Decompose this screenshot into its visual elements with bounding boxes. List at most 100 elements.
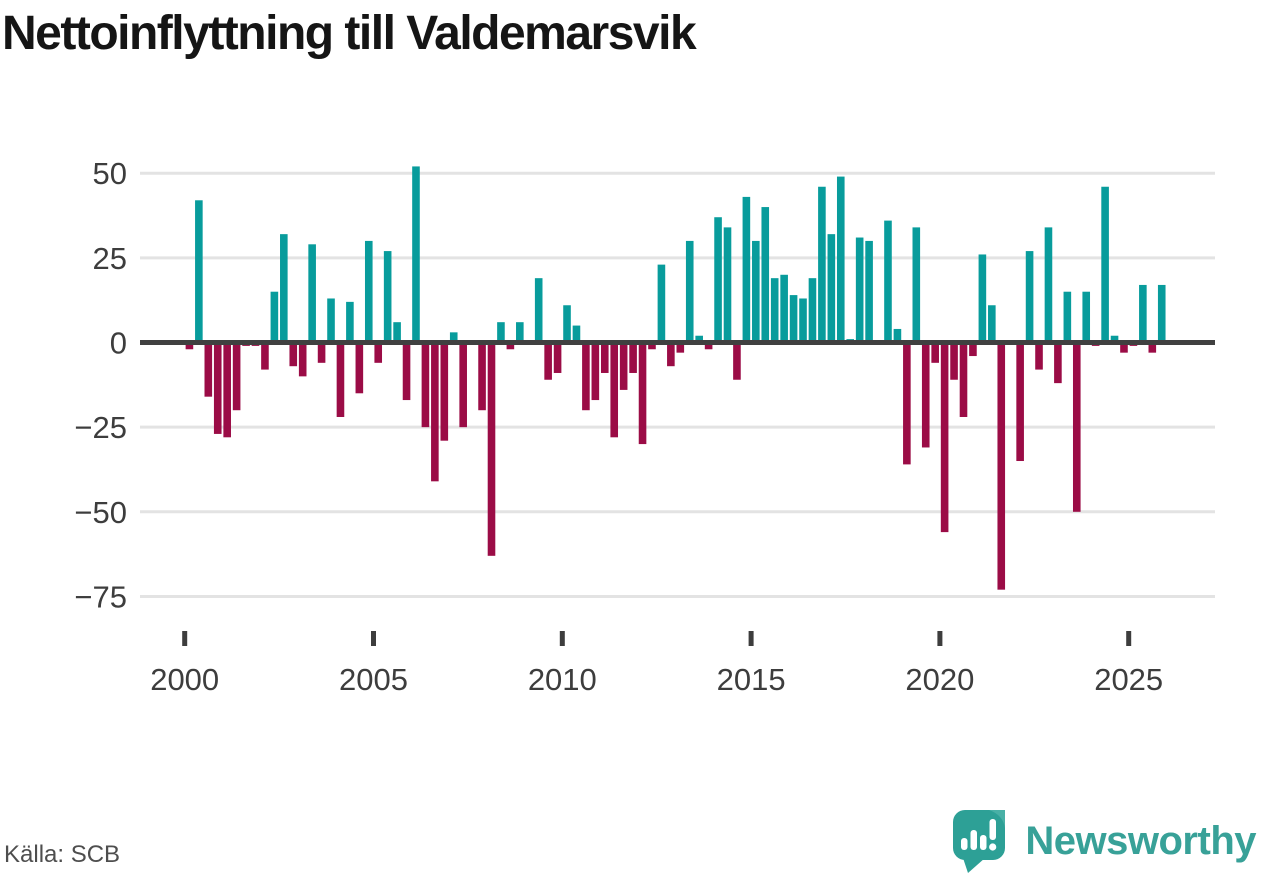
bar-2021Q1 <box>978 254 987 343</box>
bar-2015Q3 <box>770 278 779 343</box>
bar-2016Q4 <box>818 186 826 343</box>
bar-2013Q2 <box>685 240 694 343</box>
bar-2010Q1 <box>563 305 571 343</box>
bar-2011Q2 <box>610 342 619 438</box>
x-tick-label-2005: 2005 <box>339 662 408 697</box>
bar-2007Q2 <box>459 342 467 428</box>
bar-2014Q2 <box>723 227 732 343</box>
bar-2005Q3 <box>393 322 401 343</box>
bar-2009Q4 <box>553 342 562 373</box>
y-tick-label-25: 25 <box>93 241 127 276</box>
bar-2021Q2 <box>988 305 996 343</box>
bar-2006Q1 <box>412 166 420 343</box>
bar-2018Q3 <box>884 220 892 343</box>
bar-2009Q2 <box>534 278 543 343</box>
bar-2014Q1 <box>714 217 722 343</box>
bar-2013Q4 <box>704 342 713 350</box>
bar-2024Q3 <box>1110 335 1119 343</box>
bar-2004Q4 <box>364 240 373 343</box>
bar-2010Q4 <box>591 342 600 401</box>
bar-2023Q2 <box>1063 291 1072 343</box>
bar-2012Q2 <box>648 342 656 350</box>
bar-2015Q1 <box>752 240 760 343</box>
bar-2000Q1 <box>185 342 194 350</box>
bar-2014Q4 <box>742 196 751 343</box>
bar-2006Q2 <box>421 342 430 428</box>
bar-2001Q1 <box>223 342 231 438</box>
bar-2013Q1 <box>676 342 685 353</box>
bar-2017Q4 <box>855 237 864 343</box>
y-tick-label--50: −50 <box>74 495 127 530</box>
bar-2003Q2 <box>308 244 316 343</box>
bar-2004Q2 <box>346 301 354 343</box>
bar-2023Q1 <box>1054 342 1062 384</box>
x-tick-mark-2020 <box>937 631 943 646</box>
x-tick-mark-2015 <box>748 631 754 646</box>
bar-2013Q3 <box>695 335 703 343</box>
bar-2003Q4 <box>327 298 335 343</box>
bar-2024Q2 <box>1101 186 1109 343</box>
bar-2025Q4 <box>1157 284 1166 343</box>
x-tick-label-2025: 2025 <box>1094 662 1163 697</box>
bar-2019Q1 <box>903 342 911 465</box>
bar-2024Q4 <box>1120 342 1128 353</box>
y-tick-label-50: 50 <box>93 156 127 191</box>
bar-2000Q4 <box>213 342 222 434</box>
bar-2006Q4 <box>440 342 449 441</box>
bar-2014Q3 <box>733 342 741 380</box>
bar-2018Q4 <box>893 328 902 343</box>
y-tick-label-0: 0 <box>110 326 127 361</box>
x-tick-mark-2025 <box>1126 631 1132 646</box>
bar-2020Q3 <box>959 342 968 417</box>
bar-2020Q2 <box>950 342 958 380</box>
bar-2003Q1 <box>298 342 307 377</box>
bar-2023Q3 <box>1072 342 1081 512</box>
x-tick-mark-2000 <box>182 631 188 646</box>
bar-2015Q2 <box>761 207 770 343</box>
bar-2025Q2 <box>1139 284 1147 343</box>
x-tick-label-2020: 2020 <box>905 662 974 697</box>
bar-2020Q4 <box>969 342 977 357</box>
bar-2020Q1 <box>940 342 949 533</box>
bar-2012Q3 <box>657 264 666 343</box>
bar-2006Q3 <box>431 342 439 482</box>
bar-2005Q1 <box>374 342 383 363</box>
bar-2004Q1 <box>336 342 345 417</box>
bar-2008Q3 <box>506 342 515 350</box>
bar-2007Q1 <box>449 332 458 343</box>
bar-2012Q1 <box>638 342 647 445</box>
bar-2017Q2 <box>836 176 845 343</box>
bar-2016Q3 <box>808 278 817 343</box>
bar-2007Q4 <box>478 342 486 411</box>
bar-2011Q1 <box>600 342 609 373</box>
bar-2000Q2 <box>195 200 203 343</box>
bar-2008Q1 <box>487 342 496 556</box>
bar-2004Q3 <box>355 342 364 394</box>
bar-2002Q4 <box>289 342 298 367</box>
bar-2002Q1 <box>261 342 269 370</box>
bar-2023Q4 <box>1082 291 1091 343</box>
x-tick-mark-2005 <box>371 631 376 646</box>
bar-2012Q4 <box>667 342 675 367</box>
newsworthy-logo[interactable]: Newsworthy <box>951 808 1256 874</box>
chart-canvas: 50 25 0 −25 −50 −75 2000 2005 2010 2015 2020 2025 <box>74 156 1215 697</box>
bar-2008Q2 <box>497 322 505 343</box>
newsworthy-wordmark: Newsworthy <box>1025 818 1256 863</box>
x-tick-label-2010: 2010 <box>528 662 597 697</box>
bar-2021Q3 <box>997 342 1006 590</box>
newsworthy-logo-icon <box>953 810 1006 873</box>
bar-2008Q4 <box>516 322 524 343</box>
bar-2010Q2 <box>572 325 581 343</box>
bar-2022Q2 <box>1025 251 1034 343</box>
bar-2000Q3 <box>204 342 213 397</box>
bar-2010Q3 <box>582 342 590 411</box>
bar-2011Q4 <box>629 342 637 373</box>
bar-2019Q2 <box>912 227 921 343</box>
bar-2011Q3 <box>619 342 628 390</box>
bar-2022Q4 <box>1044 227 1053 343</box>
bar-2005Q4 <box>402 342 411 401</box>
bar-2002Q2 <box>270 291 279 343</box>
bar-2016Q1 <box>789 295 798 343</box>
bar-2019Q4 <box>931 342 939 363</box>
